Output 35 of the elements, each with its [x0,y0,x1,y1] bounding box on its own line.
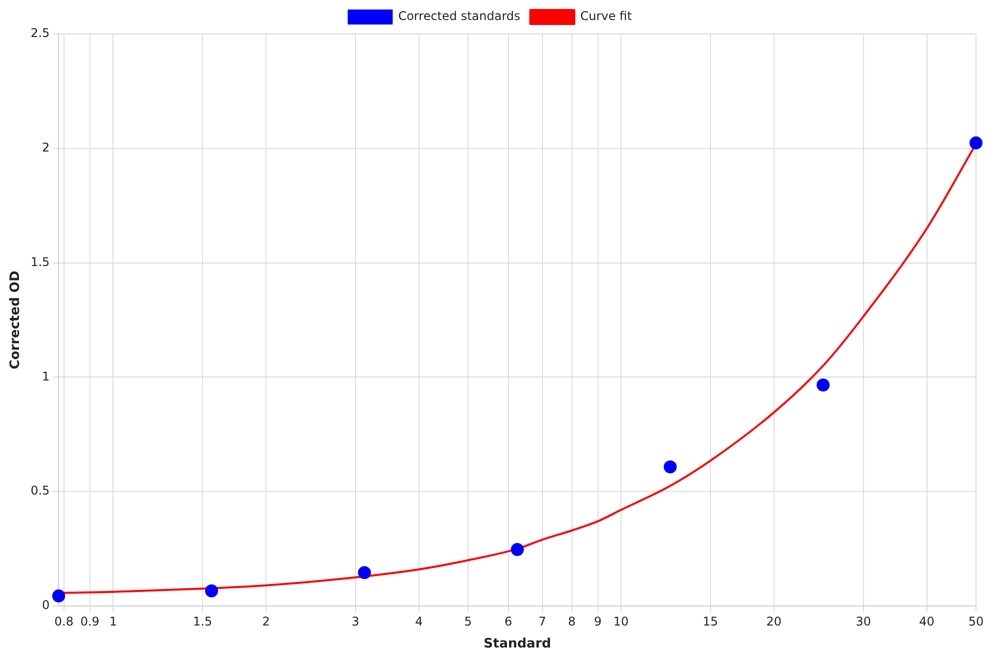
point [205,584,218,598]
x-tick-label: 0.8 [54,614,74,628]
y-tick-label: 0 [42,598,50,612]
point [970,136,982,150]
y-tick-label: 2.5 [30,26,50,40]
y-tick-label: 0.5 [30,484,50,498]
point [816,378,830,392]
y-tick-label: 1.5 [30,254,50,269]
x-tick-label: 3 [352,614,360,628]
y-tick-label: 1 [42,369,50,384]
x-tick-label: 9 [594,614,602,628]
x-tick-label: 1 [109,614,117,628]
x-tick-label: 4 [415,614,423,628]
legend-label: Corrected standards [398,9,520,24]
x-tick-label: 7 [538,614,546,628]
x-tick-label: 5 [464,614,472,628]
x-tick-label: 2 [262,614,270,628]
point [358,566,371,580]
legend-label: Curve fit [580,9,632,24]
x-tick-label: 1.5 [193,614,212,628]
y-axis-title: Corrected OD [8,270,24,370]
point [510,542,524,556]
x-tick-label: 8 [568,614,576,628]
x-tick-label: 50 [968,614,984,628]
x-axis-title: Standard [484,636,552,652]
y-tick-label: 2 [42,140,50,155]
x-tick-label: 15 [702,614,718,628]
x-tick-label: 20 [766,614,782,628]
x-tick-label: 0.9 [80,614,100,628]
x-tick-label: 30 [856,614,871,628]
x-tick-label: 40 [919,614,934,628]
point [52,589,66,602]
x-tick-label: 6 [504,614,512,628]
point [664,460,677,474]
x-tick-label: 10 [613,614,629,628]
